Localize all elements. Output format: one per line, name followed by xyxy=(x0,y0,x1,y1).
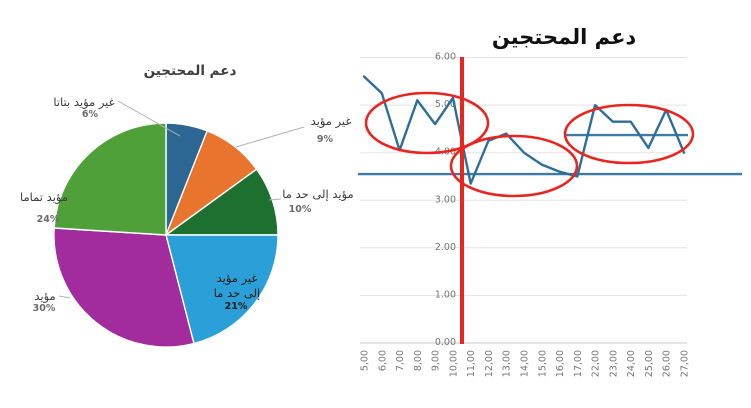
x-axis-label: 8,00 xyxy=(413,350,424,371)
x-axis-label: 7,00 xyxy=(395,350,406,371)
pie-slice xyxy=(53,227,195,348)
line-chart: 6.005.004.003.002.001.000.005,00 6,00 7,00… xyxy=(358,52,742,377)
x-axis-label: 25,00 xyxy=(644,350,655,377)
x-axis-label: 27,00 xyxy=(680,350,691,377)
x-axis-label: 22,00 xyxy=(591,350,602,377)
pie-slice-label: مؤيد إلى حد ما xyxy=(282,187,353,202)
annotation-ellipse xyxy=(563,103,695,165)
x-axis-label: 13,00 xyxy=(502,350,513,377)
y-axis-label: 6.00 xyxy=(435,52,456,63)
x-axis-label: 16,00 xyxy=(555,350,566,377)
x-axis-label: 15,00 xyxy=(537,350,548,377)
pie-slice-label: مؤيد xyxy=(34,289,55,304)
x-axis-label: 9,00 xyxy=(431,350,442,371)
x-axis-label: 23,00 xyxy=(608,350,619,377)
y-axis-label: 1.00 xyxy=(435,289,456,300)
pie-slice-percent: 24% xyxy=(37,214,60,225)
x-axis-label: 10,00 xyxy=(448,350,459,377)
pie-slice-percent: 30% xyxy=(33,303,56,314)
x-axis-label: 26,00 xyxy=(662,350,673,377)
pie-slice-percent: 9% xyxy=(317,134,334,145)
annotation-ellipse xyxy=(449,134,579,198)
pie-label-leader-line xyxy=(117,100,181,137)
pie-slice xyxy=(165,234,279,345)
pie-label-leader-line xyxy=(268,198,282,201)
pie-chart-title: دعم المحتجين xyxy=(144,63,237,79)
pie-label-leader-line xyxy=(235,126,305,148)
pie-slice-label: غير مؤيد بتاتا xyxy=(53,95,114,110)
x-axis-label: 6,00 xyxy=(377,350,388,371)
pie-slice-label: إلى حد ما xyxy=(214,286,260,300)
x-axis-label: 24,00 xyxy=(626,350,637,377)
pie-slice-label: مؤيد تماما xyxy=(20,190,68,205)
pie-slice-label: غير مؤيد xyxy=(311,114,352,129)
x-axis-label: 11,00 xyxy=(466,350,477,377)
y-axis-label: 2.00 xyxy=(435,242,456,253)
y-axis-label: 0.00 xyxy=(435,337,456,348)
data-line xyxy=(362,75,686,185)
pie-slice-percent: 6% xyxy=(82,109,99,120)
x-axis-label: 5,00 xyxy=(360,350,371,371)
x-axis-label: 17,00 xyxy=(573,350,584,377)
pie-slice xyxy=(53,122,167,236)
x-axis-label: 14,00 xyxy=(520,350,531,377)
y-axis-label: 3.00 xyxy=(435,194,456,205)
pie-slice-percent: 10% xyxy=(289,204,312,215)
pie-label-leader-line xyxy=(58,295,71,299)
y-axis-label: 5.00 xyxy=(435,99,456,110)
annotation-ellipse xyxy=(364,91,490,155)
pie-slice-percent: 21% xyxy=(225,301,248,312)
x-axis-label: 12,00 xyxy=(484,350,495,377)
line-chart-title: دعم المحتجين xyxy=(492,25,637,49)
pie-slice-label: غير مؤيد xyxy=(217,271,258,286)
